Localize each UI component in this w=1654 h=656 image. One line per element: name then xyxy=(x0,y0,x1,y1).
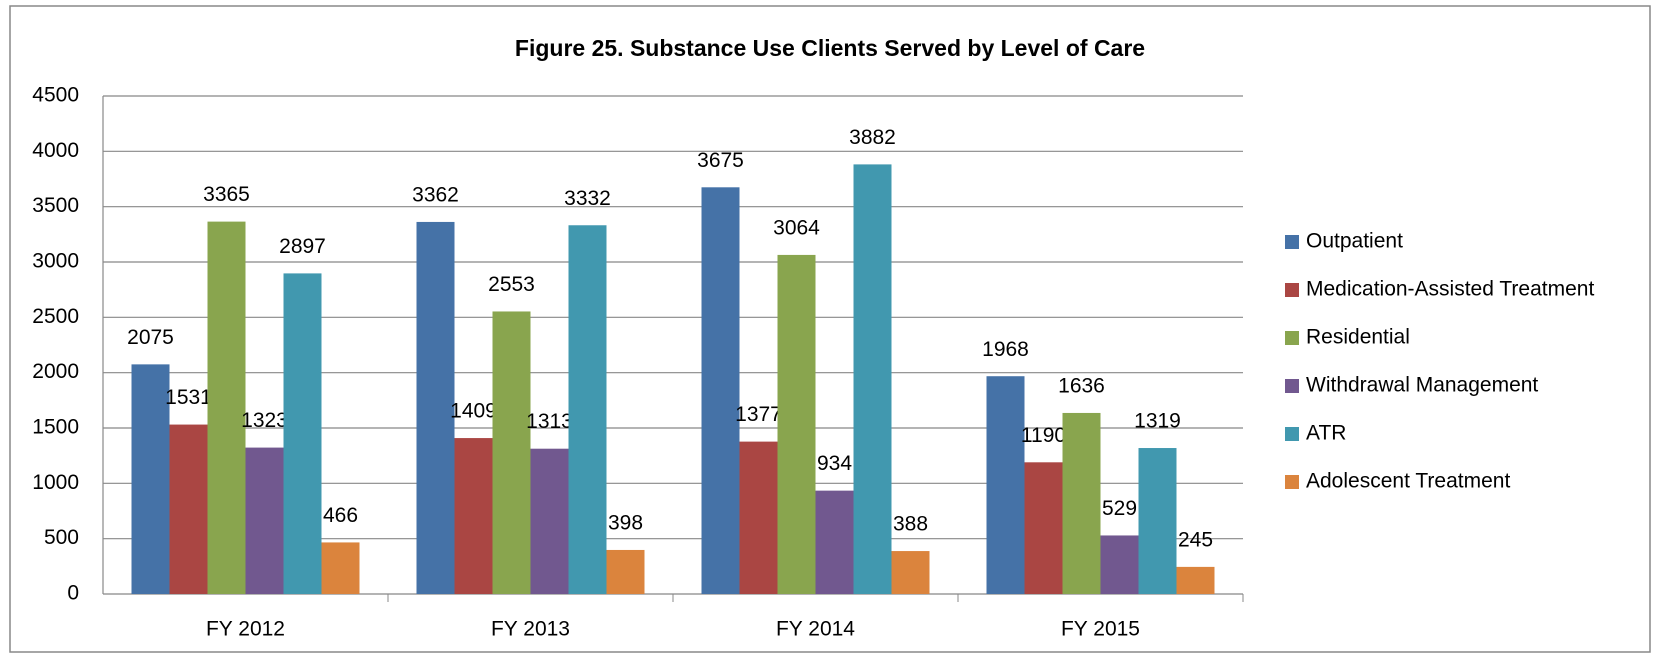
x-tick-label: FY 2014 xyxy=(776,618,855,641)
y-tick-label: 4000 xyxy=(32,139,79,162)
x-tick-label: FY 2012 xyxy=(206,618,285,641)
bar xyxy=(207,221,246,594)
legend-swatch xyxy=(1285,331,1299,345)
data-label: 2553 xyxy=(488,273,535,296)
bar xyxy=(986,376,1025,594)
bar xyxy=(245,447,284,594)
data-label: 3064 xyxy=(773,216,820,239)
legend-label: Adolescent Treatment xyxy=(1306,470,1510,493)
bar xyxy=(606,549,645,594)
legend-swatch xyxy=(1285,379,1299,393)
legend-swatch xyxy=(1285,283,1299,297)
data-label: 3882 xyxy=(849,126,896,149)
legend-label: Residential xyxy=(1306,326,1410,349)
bar xyxy=(739,441,778,594)
y-tick-label: 0 xyxy=(67,582,79,605)
bar xyxy=(283,273,322,594)
data-label: 398 xyxy=(608,512,643,535)
bar xyxy=(131,364,170,594)
data-label: 1636 xyxy=(1058,374,1105,397)
data-label: 1377 xyxy=(735,403,782,426)
data-label: 388 xyxy=(893,513,928,536)
y-tick-label: 4500 xyxy=(32,84,79,107)
y-tick-label: 3500 xyxy=(32,194,79,217)
bar xyxy=(169,424,208,594)
bar xyxy=(815,490,854,594)
y-tick-label: 1000 xyxy=(32,471,79,494)
bar xyxy=(321,542,360,594)
bar xyxy=(1138,448,1177,594)
legend-label: Medication-Assisted Treatment xyxy=(1306,278,1594,301)
bar xyxy=(891,551,930,594)
bar xyxy=(530,448,569,594)
chart-title: Figure 25. Substance Use Clients Served … xyxy=(515,35,1145,61)
data-label: 1968 xyxy=(982,338,1029,361)
data-label: 1323 xyxy=(241,409,288,432)
bar xyxy=(416,221,455,594)
legend-swatch xyxy=(1285,427,1299,441)
y-tick-label: 3000 xyxy=(32,250,79,273)
bar xyxy=(1176,566,1215,594)
data-label: 3675 xyxy=(697,149,744,172)
legend-label: Withdrawal Management xyxy=(1306,374,1538,397)
bar xyxy=(777,254,816,594)
legend-swatch xyxy=(1285,235,1299,249)
data-label: 2897 xyxy=(279,235,326,258)
bar xyxy=(454,438,493,594)
data-label: 245 xyxy=(1178,528,1213,551)
y-tick-label: 2500 xyxy=(32,305,79,328)
x-tick-label: FY 2015 xyxy=(1061,618,1140,641)
bar xyxy=(1100,535,1139,594)
data-label: 3365 xyxy=(203,183,250,206)
legend-label: Outpatient xyxy=(1306,230,1403,253)
data-label: 1190 xyxy=(1021,424,1066,447)
data-label: 529 xyxy=(1102,497,1137,520)
legend-label: ATR xyxy=(1306,422,1346,445)
data-label: 934 xyxy=(817,452,852,475)
data-label: 1531 xyxy=(165,386,212,409)
bar xyxy=(701,187,740,595)
bar xyxy=(853,164,892,594)
bar xyxy=(1062,412,1101,594)
y-tick-label: 1500 xyxy=(32,416,79,439)
data-label: 3332 xyxy=(564,187,611,210)
data-label: 2075 xyxy=(127,326,174,349)
bar xyxy=(492,311,531,594)
y-tick-label: 500 xyxy=(44,526,79,549)
data-label: 3362 xyxy=(412,183,459,206)
legend-swatch xyxy=(1285,475,1299,489)
bar xyxy=(1024,462,1063,594)
data-label: 1409 xyxy=(450,400,497,423)
data-label: 1313 xyxy=(526,410,573,433)
data-label: 1319 xyxy=(1134,410,1181,433)
x-tick-label: FY 2013 xyxy=(491,618,570,641)
y-tick-label: 2000 xyxy=(32,360,79,383)
bar xyxy=(568,225,607,594)
data-label: 466 xyxy=(323,504,358,527)
